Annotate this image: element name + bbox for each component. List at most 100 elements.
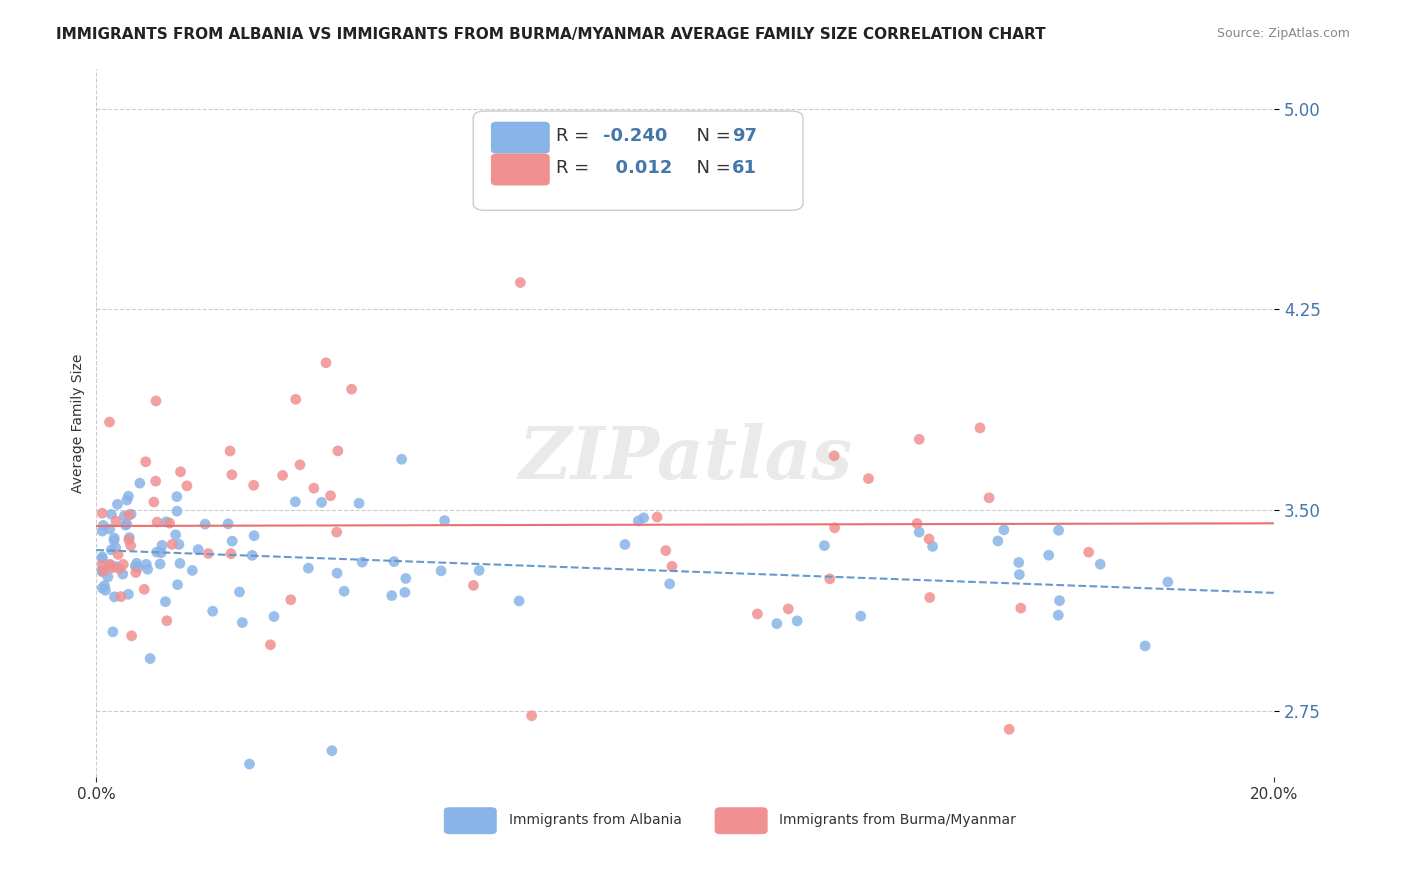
Point bbox=[98, 522, 121, 536]
Point bbox=[987, 533, 1010, 548]
Point bbox=[221, 534, 243, 549]
Point bbox=[156, 614, 179, 628]
Point bbox=[105, 559, 128, 574]
Point bbox=[219, 444, 242, 458]
Point bbox=[159, 516, 181, 530]
Point bbox=[259, 638, 281, 652]
Point bbox=[325, 525, 347, 540]
FancyBboxPatch shape bbox=[491, 121, 550, 153]
Point bbox=[160, 537, 183, 551]
Point bbox=[520, 708, 543, 723]
Point bbox=[905, 516, 928, 531]
Point bbox=[921, 540, 943, 554]
Point bbox=[645, 510, 668, 524]
Point bbox=[145, 545, 167, 559]
Point bbox=[463, 578, 485, 592]
Point bbox=[91, 506, 114, 520]
Point bbox=[93, 579, 115, 593]
Point bbox=[201, 604, 224, 618]
Point bbox=[91, 581, 114, 595]
Point bbox=[150, 538, 173, 552]
FancyBboxPatch shape bbox=[491, 153, 550, 186]
Point bbox=[149, 557, 172, 571]
Point bbox=[658, 577, 681, 591]
Point bbox=[1090, 558, 1112, 572]
Point bbox=[187, 542, 209, 557]
Point bbox=[219, 547, 242, 561]
Point bbox=[120, 508, 142, 522]
Point bbox=[197, 547, 219, 561]
Point bbox=[112, 508, 135, 523]
Point bbox=[263, 609, 285, 624]
Point bbox=[91, 563, 114, 577]
Point bbox=[240, 549, 263, 563]
Point bbox=[1008, 567, 1031, 582]
Point bbox=[1049, 593, 1071, 607]
Point bbox=[91, 524, 114, 538]
Point bbox=[118, 531, 141, 545]
Text: IMMIGRANTS FROM ALBANIA VS IMMIGRANTS FROM BURMA/MYANMAR AVERAGE FAMILY SIZE COR: IMMIGRANTS FROM ALBANIA VS IMMIGRANTS FR… bbox=[56, 27, 1046, 42]
Point bbox=[818, 572, 841, 586]
Point bbox=[91, 551, 114, 566]
Point bbox=[146, 515, 169, 529]
Point bbox=[176, 479, 198, 493]
Point bbox=[284, 495, 307, 509]
Point bbox=[430, 564, 453, 578]
Point bbox=[165, 528, 187, 542]
Point bbox=[107, 548, 129, 562]
Point bbox=[280, 592, 302, 607]
Point bbox=[284, 392, 307, 407]
Point bbox=[394, 585, 416, 599]
Text: 0.012: 0.012 bbox=[603, 159, 672, 177]
Text: Immigrants from Albania: Immigrants from Albania bbox=[509, 813, 682, 827]
Text: Source: ZipAtlas.com: Source: ZipAtlas.com bbox=[1216, 27, 1350, 40]
Point bbox=[242, 478, 264, 492]
Point bbox=[1157, 574, 1180, 589]
Point bbox=[114, 518, 136, 533]
Point bbox=[918, 591, 941, 605]
Point bbox=[823, 449, 845, 463]
Point bbox=[91, 518, 114, 533]
Point bbox=[155, 594, 177, 608]
Point bbox=[111, 567, 134, 582]
Point bbox=[231, 615, 253, 630]
Point bbox=[118, 533, 141, 547]
Point bbox=[142, 495, 165, 509]
Point bbox=[98, 558, 121, 572]
Point bbox=[382, 555, 405, 569]
Point bbox=[824, 521, 846, 535]
Point bbox=[778, 602, 800, 616]
Point bbox=[100, 542, 122, 557]
Point bbox=[391, 452, 413, 467]
Point bbox=[321, 744, 343, 758]
Point bbox=[128, 476, 150, 491]
Point bbox=[121, 629, 143, 643]
Point bbox=[297, 561, 319, 575]
Point bbox=[1047, 608, 1070, 623]
Point bbox=[100, 508, 122, 522]
Point bbox=[228, 585, 250, 599]
Point bbox=[347, 496, 370, 510]
Point bbox=[340, 382, 363, 396]
Text: ZIPatlas: ZIPatlas bbox=[519, 423, 852, 494]
Point bbox=[271, 468, 294, 483]
Point bbox=[125, 566, 148, 580]
Point bbox=[194, 517, 217, 532]
Point bbox=[627, 514, 650, 528]
FancyBboxPatch shape bbox=[714, 807, 768, 834]
Point bbox=[91, 565, 114, 579]
Point bbox=[91, 549, 114, 564]
Point bbox=[125, 556, 148, 570]
Point bbox=[135, 455, 157, 469]
Point bbox=[169, 557, 191, 571]
Point bbox=[145, 393, 167, 408]
Point bbox=[311, 495, 333, 509]
Point bbox=[150, 546, 173, 560]
Point bbox=[319, 489, 342, 503]
Point bbox=[1077, 545, 1099, 559]
Point bbox=[333, 584, 356, 599]
Point bbox=[993, 523, 1015, 537]
FancyBboxPatch shape bbox=[444, 807, 496, 834]
Point bbox=[108, 562, 131, 576]
Point bbox=[655, 543, 678, 558]
